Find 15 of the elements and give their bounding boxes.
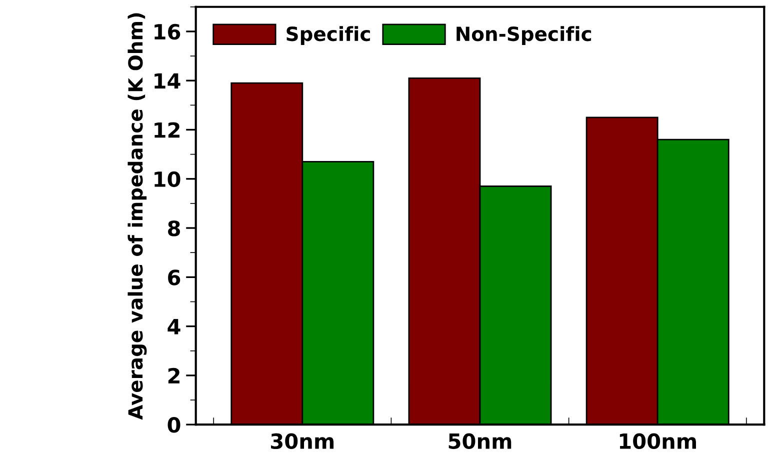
y-axis-title: Average value of impedance (K Ohm) <box>128 13 147 420</box>
x-tick-label: 30nm <box>271 433 334 450</box>
y-tick-label: 0 <box>168 417 180 433</box>
y-tick-label: 6 <box>168 270 180 286</box>
y-tick-label: 12 <box>154 122 180 138</box>
y-tick-label: 16 <box>154 24 180 40</box>
y-tick-label: 2 <box>168 368 180 384</box>
y-tick-label: 14 <box>154 73 180 89</box>
x-tick-label: 50nm <box>448 433 512 450</box>
y-tick-label: 10 <box>154 171 180 188</box>
y-tick-label: 4 <box>168 319 180 334</box>
x-tick-label: 100nm <box>620 433 696 450</box>
legend-label: Specific <box>286 26 370 45</box>
legend-label: Non-Specific <box>456 26 592 45</box>
y-tick-label: 8 <box>168 220 180 236</box>
